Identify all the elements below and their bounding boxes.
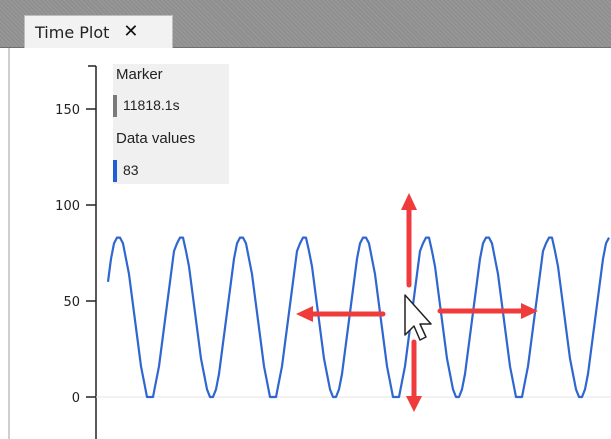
- mouse-pointer-icon: [404, 294, 432, 341]
- y-axis-ticks: 0 50 100 150: [55, 103, 96, 406]
- close-icon[interactable]: ✕: [123, 21, 139, 42]
- y-tick-label: 50: [63, 295, 80, 310]
- arrow-up: [401, 193, 417, 288]
- legend-data-value: 83: [123, 162, 139, 178]
- legend-data-title: Data values: [116, 130, 196, 147]
- arrow-down: [406, 339, 422, 412]
- y-tick-label: 100: [55, 199, 80, 214]
- arrow-right: [437, 303, 538, 319]
- legend-marker-title: Marker: [116, 66, 163, 83]
- y-tick-label: 150: [55, 103, 80, 118]
- legend-panel: Marker 11818.1s Data values 83: [113, 64, 229, 184]
- legend-marker-swatch: [113, 95, 117, 117]
- tab-bar: Time Plot ✕: [0, 0, 611, 48]
- legend-marker-value: 11818.1s: [123, 97, 180, 113]
- y-tick-label: 0: [72, 391, 80, 406]
- tab-label: Time Plot: [35, 22, 110, 42]
- legend-data-swatch: [113, 160, 117, 182]
- data-series-line: [106, 236, 610, 399]
- arrow-left: [296, 306, 386, 322]
- move-cursor-arrows: [296, 193, 538, 412]
- tab-time-plot[interactable]: Time Plot ✕: [24, 15, 173, 48]
